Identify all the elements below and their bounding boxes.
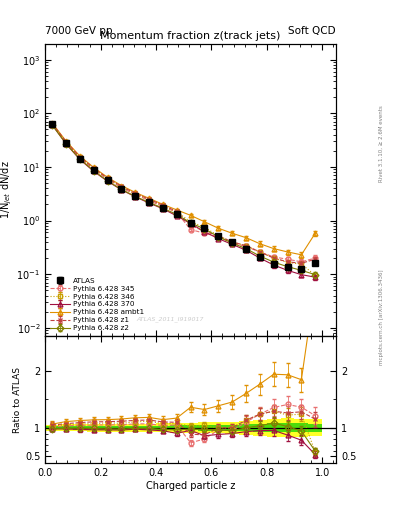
Text: mcplots.cern.ch [arXiv:1306.3436]: mcplots.cern.ch [arXiv:1306.3436]: [379, 270, 384, 365]
Text: Soft QCD: Soft QCD: [288, 26, 336, 36]
Title: Momentum fraction z(track jets): Momentum fraction z(track jets): [101, 31, 281, 41]
Text: 7000 GeV pp: 7000 GeV pp: [45, 26, 113, 36]
Y-axis label: 1/N$_{jet}$ dN/dz: 1/N$_{jet}$ dN/dz: [0, 160, 14, 219]
X-axis label: Charged particle z: Charged particle z: [146, 481, 235, 491]
Text: ATLAS_2011_I919017: ATLAS_2011_I919017: [136, 316, 204, 322]
Y-axis label: Ratio to ATLAS: Ratio to ATLAS: [13, 367, 22, 433]
Text: Rivet 3.1.10, ≥ 2.6M events: Rivet 3.1.10, ≥ 2.6M events: [379, 105, 384, 182]
Legend: ATLAS, Pythia 6.428 345, Pythia 6.428 346, Pythia 6.428 370, Pythia 6.428 ambt1,: ATLAS, Pythia 6.428 345, Pythia 6.428 34…: [48, 275, 147, 333]
